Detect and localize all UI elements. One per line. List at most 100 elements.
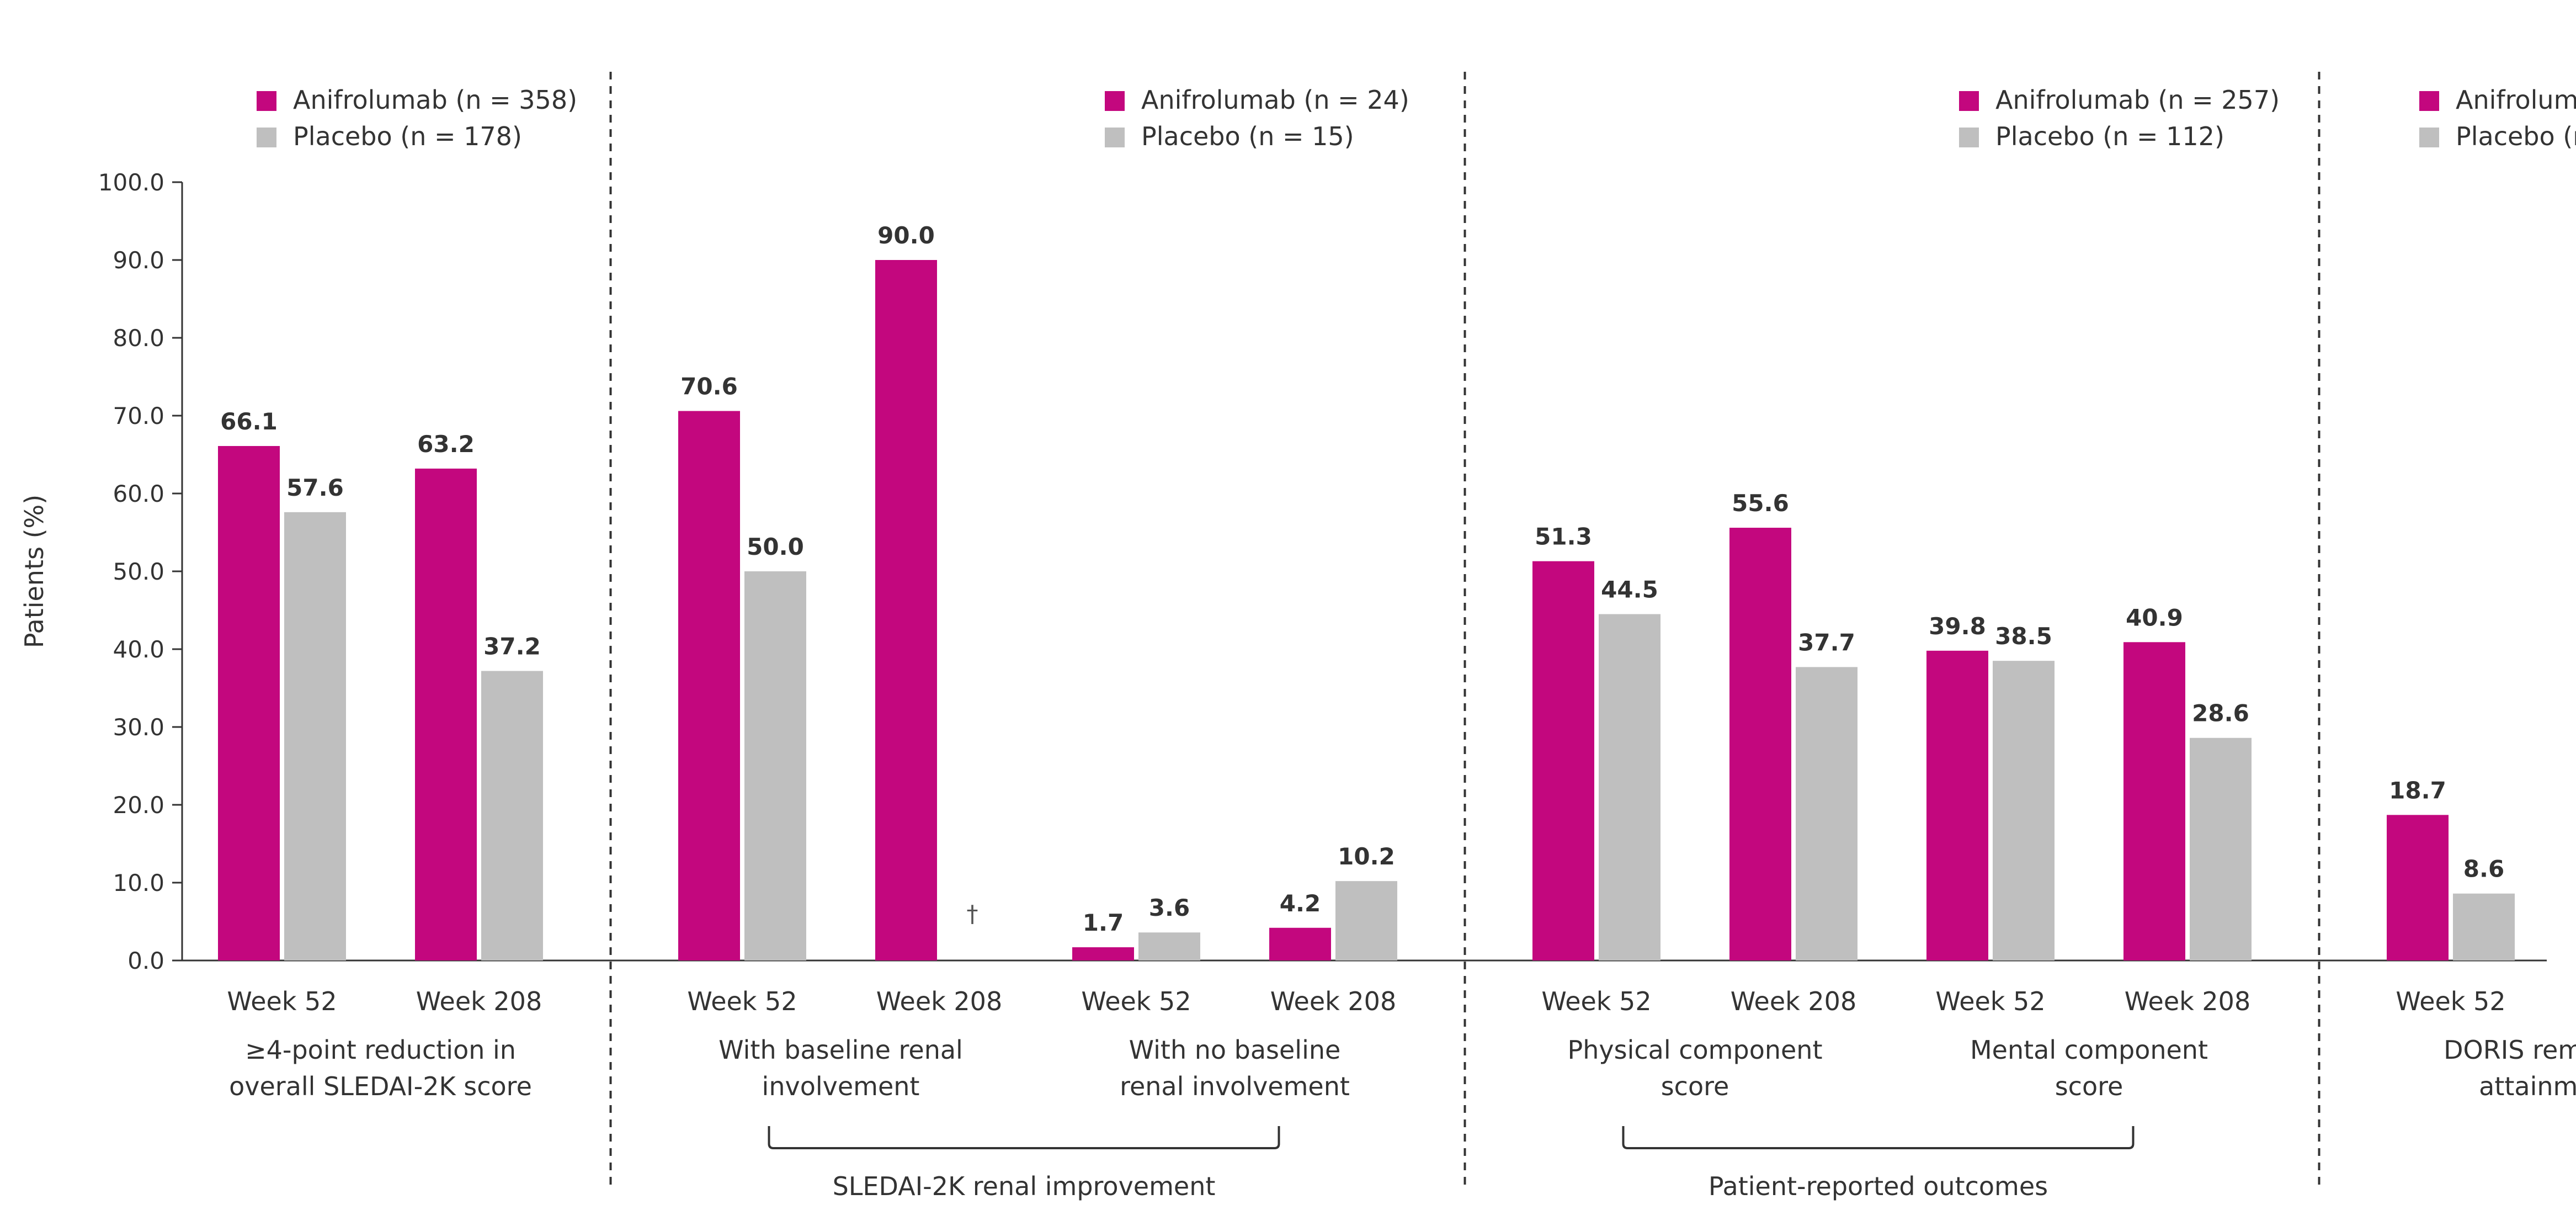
placebo-bar [2453, 893, 2515, 960]
anifrolumab-bar [678, 411, 740, 960]
placebo-bar [2190, 737, 2252, 960]
placebo-bar [1599, 614, 1660, 960]
legend-swatch-placebo [257, 128, 276, 147]
bar-value-label: 4.2 [1280, 890, 1321, 917]
bar-value-label: 44.5 [1601, 576, 1658, 603]
legend-swatch-placebo [2419, 128, 2439, 147]
y-tick-label: 80.0 [113, 325, 164, 352]
legend-swatch-anifrolumab [1959, 91, 1979, 111]
x-tick-label: Week 208 [416, 986, 542, 1016]
y-axis-title: Patients (%) [19, 495, 49, 648]
y-tick-label: 70.0 [113, 402, 164, 429]
placebo-bar [1138, 932, 1200, 960]
bar-value-label: 57.6 [286, 474, 344, 501]
anifrolumab-bar [1532, 561, 1594, 960]
anifrolumab-bar [1729, 528, 1791, 960]
bar-value-label: 1.7 [1083, 909, 1124, 936]
x-tick-label: Week 52 [227, 986, 337, 1016]
bar-value-labels: 66.1 57.6 63.2 37.2 70.6 50.0 90.0 † 1.7 3.6 4.2 10… [220, 222, 2504, 936]
category-group-label: renal involvement [1120, 1071, 1350, 1101]
anifrolumab-bar [2387, 815, 2449, 960]
bar-value-label: 66.1 [220, 408, 278, 435]
x-tick-label: Week 208 [876, 986, 1002, 1016]
legend-swatch-anifrolumab [257, 91, 276, 111]
legend-label: Anifrolumab (n = 358) [293, 85, 577, 115]
category-group-label: Mental component [1970, 1035, 2208, 1065]
bar-value-label: 55.6 [1732, 490, 1789, 517]
bar-value-label: 50.0 [747, 533, 804, 560]
y-tick-label: 30.0 [113, 714, 164, 741]
bar-value-label: 39.8 [1929, 613, 1986, 640]
x-tick-label: Week 208 [2125, 986, 2250, 1016]
placebo-bar [1335, 881, 1397, 960]
category-group-label: DORIS remission [2444, 1035, 2576, 1065]
y-tick-label: 100.0 [98, 169, 164, 196]
legend-swatch-placebo [1959, 128, 1979, 147]
placebo-bar [1993, 661, 2055, 960]
category-group-label: overall SLEDAI-2K score [229, 1071, 532, 1101]
bar-value-label: 37.2 [483, 633, 541, 660]
y-tick-label: 90.0 [113, 247, 164, 274]
category-group-label: ≥4-point reduction in [245, 1035, 516, 1065]
group-bracket [1622, 1126, 2135, 1149]
legends: Anifrolumab (n = 358) Placebo (n = 178) An… [257, 85, 2576, 151]
placebo-bar [744, 571, 806, 960]
x-tick-label: Week 208 [1731, 986, 1856, 1016]
panel-dividers [609, 72, 2320, 1187]
legend-label: Anifrolumab (n = 257) [2456, 85, 2576, 115]
bar-value-label: 37.7 [1798, 629, 1855, 656]
x-tick-label: Week 52 [687, 986, 797, 1016]
x-tick-label: Week 52 [1935, 986, 2045, 1016]
anifrolumab-bar [1269, 927, 1331, 960]
y-tick-label: 60.0 [113, 480, 164, 507]
legend-label: Anifrolumab (n = 24) [1141, 85, 1409, 115]
placebo-bar [1796, 667, 1858, 960]
y-tick-label: 50.0 [113, 558, 164, 585]
super-group-label: SLEDAI-2K renal improvement [833, 1171, 1216, 1201]
bars [218, 260, 2515, 960]
y-tick-label: 10.0 [113, 869, 164, 896]
bar-value-label: 18.7 [2389, 777, 2446, 804]
legend-label: Placebo (n = 112) [1995, 121, 2224, 151]
bar-value-label: 70.6 [680, 373, 738, 400]
anifrolumab-bar [218, 445, 280, 960]
legend-label: Placebo (n = 112) [2456, 121, 2576, 151]
legend-label: Placebo (n = 15) [1141, 121, 1354, 151]
bar-value-label: 3.6 [1149, 894, 1190, 921]
x-tick-label: Week 52 [1541, 986, 1651, 1016]
bar-value-label: 63.2 [417, 431, 475, 458]
bar-value-label: 10.2 [1338, 843, 1395, 870]
x-tick-label: Week 208 [1270, 986, 1396, 1016]
category-group-label: score [1661, 1071, 1729, 1101]
bar-value-label: 40.9 [2126, 604, 2183, 631]
y-tick-label: 20.0 [113, 792, 164, 819]
legend-swatch-placebo [1105, 128, 1125, 147]
legend-swatch-anifrolumab [1105, 91, 1125, 111]
bar-value-label: 51.3 [1535, 523, 1592, 550]
legend-swatch-anifrolumab [2419, 91, 2439, 111]
y-tick-label: 40.0 [113, 636, 164, 663]
category-group-label: score [2055, 1071, 2123, 1101]
anifrolumab-bar [415, 468, 477, 960]
dagger-footnote-mark: † [967, 900, 978, 927]
anifrolumab-bar [1926, 650, 1988, 960]
anifrolumab-bar [875, 260, 937, 960]
x-tick-label: Week 52 [1081, 986, 1191, 1016]
category-group-label: attainment [2479, 1071, 2576, 1101]
super-group-label: Patient-reported outcomes [1709, 1171, 2048, 1201]
category-group-label: involvement [762, 1071, 920, 1101]
bar-value-label: 38.5 [1995, 623, 2052, 650]
x-tick-label: Week 52 [2396, 986, 2505, 1016]
anifrolumab-bar [2123, 642, 2185, 960]
bar-value-label: 8.6 [2463, 856, 2504, 883]
placebo-bar [481, 671, 543, 960]
legend-label: Placebo (n = 178) [293, 121, 522, 151]
category-group-label: With baseline renal [718, 1035, 963, 1065]
category-group-label: With no baseline [1129, 1035, 1341, 1065]
legend-label: Anifrolumab (n = 257) [1995, 85, 2280, 115]
bar-value-label: 90.0 [877, 222, 935, 249]
bar-value-label: 28.6 [2192, 700, 2249, 727]
x-axis: Week 52 Week 208 ≥4-point reduction in over… [227, 986, 2576, 1201]
y-tick-label: 0.0 [127, 947, 164, 974]
